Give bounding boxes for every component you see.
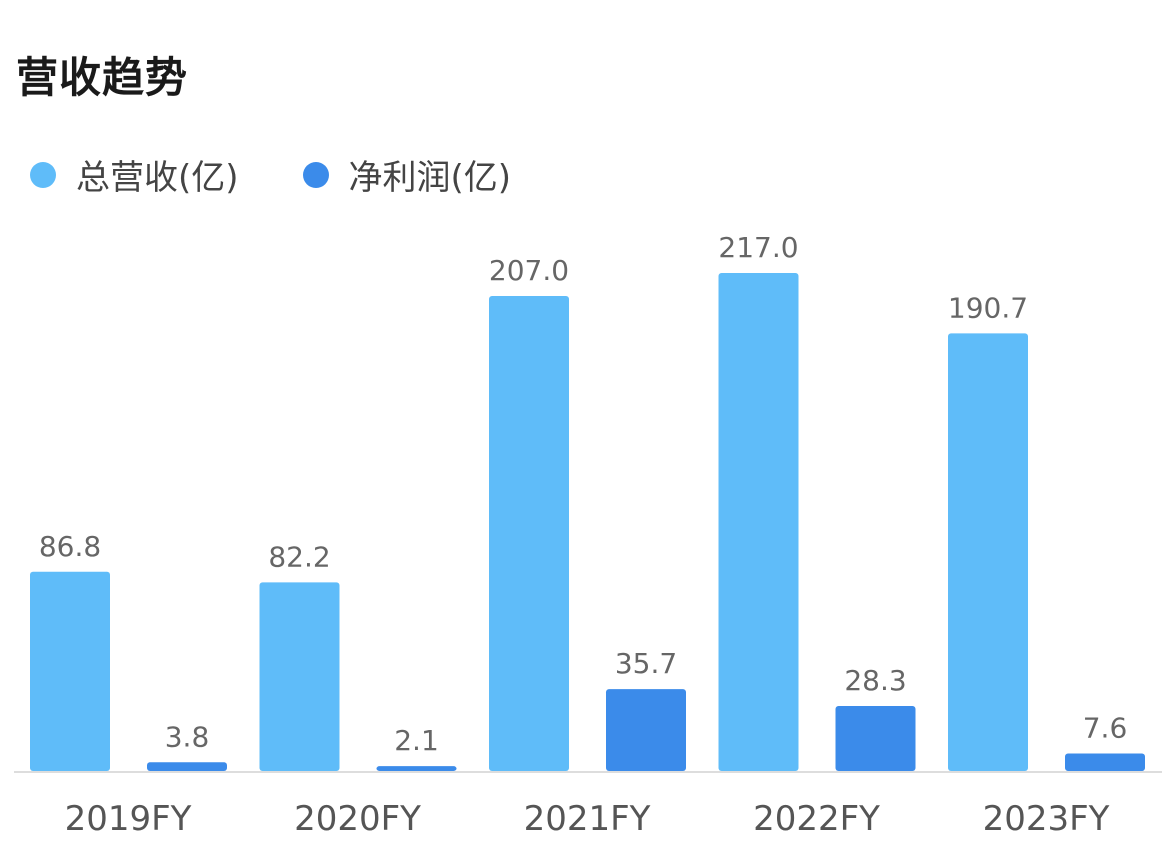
data-label-profit-2020FY: 2.1 — [394, 724, 439, 757]
chart-title: 营收趋势 — [16, 53, 189, 102]
data-label-profit-2023FY: 7.6 — [1083, 712, 1128, 745]
data-label-revenue-2019FY: 86.8 — [39, 530, 101, 563]
bar-revenue-2019FY[interactable] — [30, 571, 110, 771]
data-label-revenue-2020FY: 82.2 — [268, 540, 330, 573]
x-tick-label-2020FY: 2020FY — [294, 799, 421, 839]
chart-legend: 总营收(亿) 净利润(亿) — [30, 150, 575, 199]
x-tick-label-2023FY: 2023FY — [983, 799, 1110, 839]
bar-profit-2022FY[interactable] — [835, 706, 916, 771]
bar-profit-2019FY[interactable] — [147, 762, 227, 771]
bar-revenue-2021FY[interactable] — [489, 295, 569, 771]
bar-revenue-2022FY[interactable] — [718, 273, 799, 771]
data-label-revenue-2021FY: 207.0 — [489, 254, 569, 287]
legend-label-revenue: 总营收(亿) — [76, 158, 239, 198]
data-label-revenue-2023FY: 190.7 — [948, 291, 1028, 324]
x-tick-label-2019FY: 2019FY — [65, 799, 192, 839]
legend-label-profit: 净利润(亿) — [348, 158, 512, 198]
data-label-profit-2021FY: 35.7 — [615, 647, 677, 680]
x-tick-label-2021FY: 2021FY — [524, 799, 651, 839]
bar-profit-2021FY[interactable] — [606, 689, 686, 771]
legend-dot-revenue-icon — [30, 161, 56, 188]
data-label-revenue-2022FY: 217.0 — [718, 231, 798, 264]
bar-profit-2020FY[interactable] — [376, 766, 457, 771]
legend-item-revenue[interactable]: 总营收(亿) — [30, 150, 239, 199]
data-label-profit-2019FY: 3.8 — [165, 720, 210, 753]
legend-item-profit[interactable]: 净利润(亿) — [302, 150, 512, 199]
legend-dot-profit-icon — [302, 161, 329, 188]
bar-profit-2023FY[interactable] — [1065, 753, 1145, 771]
data-label-profit-2022FY: 28.3 — [844, 664, 906, 697]
bar-revenue-2023FY[interactable] — [948, 333, 1028, 771]
bar-revenue-2020FY[interactable] — [259, 582, 340, 771]
x-tick-label-2022FY: 2022FY — [753, 799, 880, 839]
